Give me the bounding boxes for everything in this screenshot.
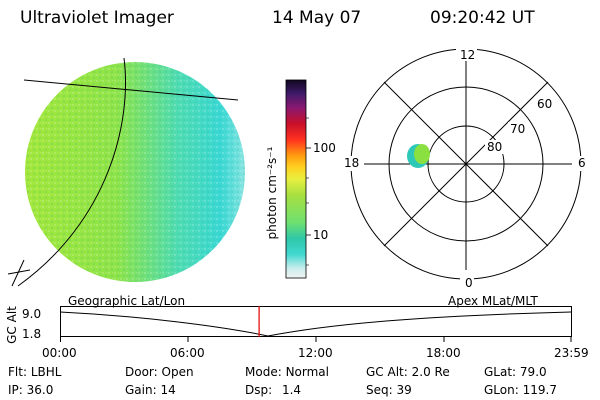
- info-glat: GLat: 79.0: [484, 365, 547, 379]
- info-door: Door: Open: [125, 365, 194, 379]
- info-gc-alt: GC Alt: 2.0 Re: [366, 365, 450, 379]
- lon-line: [17, 57, 127, 287]
- lat-line-lower: [7, 259, 31, 287]
- xtick-1200: 12:00: [298, 346, 333, 360]
- timeline-plot: [60, 306, 572, 342]
- date-label: 14 May 07: [272, 8, 362, 28]
- info-dsp: Dsp: 1.4: [245, 383, 302, 397]
- lat-label-80: 80: [487, 140, 503, 154]
- geographic-label: Geographic Lat/Lon: [68, 294, 186, 308]
- timeline-axis-label: GC Alt: [5, 306, 19, 344]
- mlt-label-6: 6: [578, 156, 586, 170]
- info-gain: Gain: 14: [125, 383, 176, 397]
- altitude-curve-right: [267, 311, 572, 337]
- mlt-label-18: 18: [344, 156, 360, 170]
- earth-uv-image: [7, 57, 245, 287]
- apex-label: Apex MLat/MLT: [448, 294, 538, 308]
- lat-label-70: 70: [510, 122, 526, 136]
- colorbar: [285, 79, 311, 279]
- info-ip: IP: 36.0: [8, 383, 54, 397]
- xtick-1800: 18:00: [426, 346, 461, 360]
- info-flt: Flt: LBHL: [8, 365, 62, 379]
- xtick-2359: 23:59: [554, 346, 589, 360]
- mlt-label-12: 12: [460, 48, 476, 62]
- colorbar-unit-label: photon cm⁻²s⁻¹: [265, 146, 279, 240]
- polar-plot: [342, 47, 586, 285]
- app-title: Ultraviolet Imager: [20, 8, 174, 28]
- colorbar-tick-10: 10: [313, 228, 329, 242]
- colorbar-tick-100: 100: [313, 141, 336, 155]
- time-label: 09:20:42 UT: [430, 8, 535, 28]
- ytick-bottom: 1.8: [22, 327, 42, 341]
- mlt-label-0: 0: [465, 276, 473, 290]
- altitude-curve-left: [60, 311, 269, 337]
- info-glon: GLon: 119.7: [484, 383, 557, 397]
- xtick-0600: 06:00: [170, 346, 205, 360]
- info-seq: Seq: 39: [366, 383, 412, 397]
- lat-label-60: 60: [537, 97, 553, 111]
- ytick-top: 9.0: [22, 307, 42, 321]
- lat-line: [23, 79, 239, 101]
- xtick-0000: 00:00: [42, 346, 77, 360]
- info-mode: Mode: Normal: [245, 365, 329, 379]
